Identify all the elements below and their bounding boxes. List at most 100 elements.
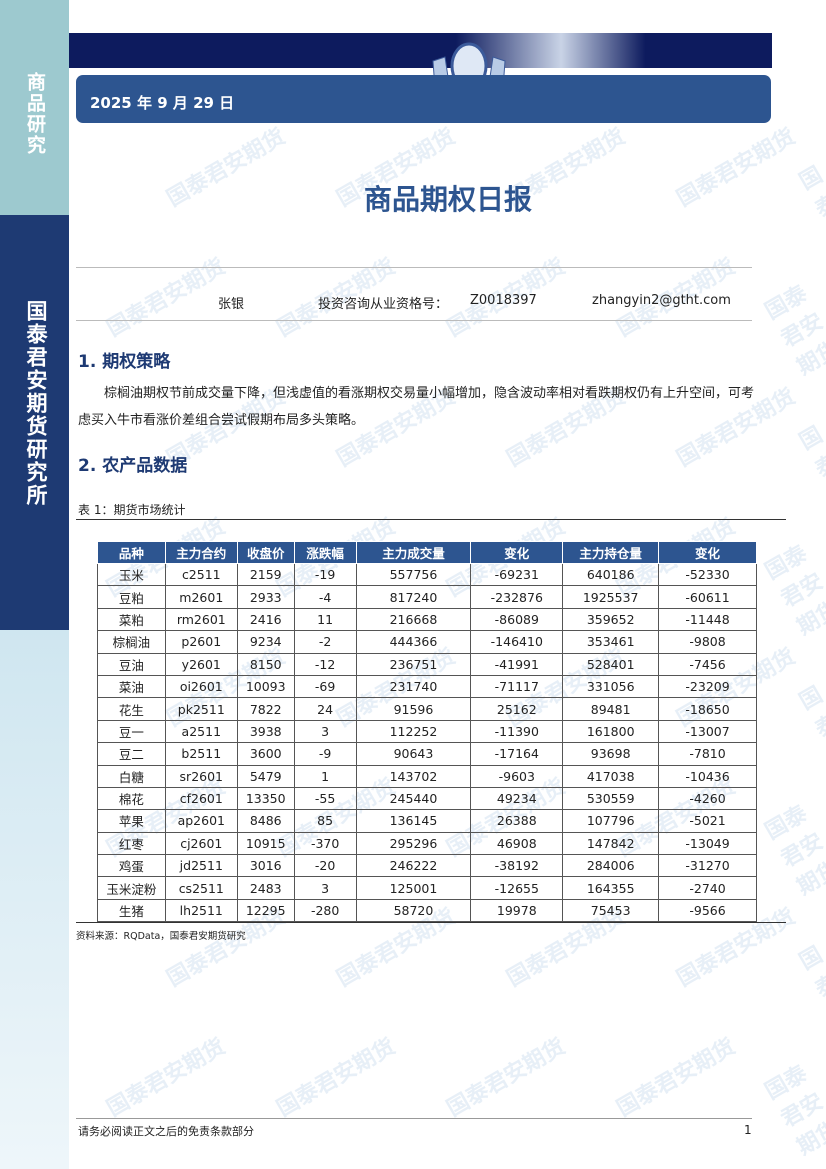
table-row: 棉花 cf2601 13350 -55 245440 49234 530559 -4260 — [97, 786, 757, 811]
table-cell: 19978 — [470, 898, 564, 923]
table-cell: cf2601 — [164, 786, 238, 811]
section-body: 棕榈油期权节前成交量下降，但浅虚值的看涨期权交易量小幅增加，隐含波动率相对看跌期… — [78, 386, 755, 428]
table-cell: -55 — [293, 786, 357, 811]
table-cell: 8150 — [236, 652, 295, 676]
table-cell: -4 — [293, 585, 357, 609]
table-cell: -11390 — [470, 719, 564, 744]
license-label: 投资咨询从业资格号： — [318, 297, 449, 312]
column-header: 变化 — [470, 541, 564, 564]
disclaimer-note[interactable]: 请务必阅读正文之后的免责条款部分 — [78, 1125, 254, 1138]
table-cell: 58720 — [355, 898, 472, 923]
table-cell: -20 — [293, 854, 357, 878]
table-cell: -12 — [293, 652, 357, 676]
table-cell: 菜粕 — [97, 607, 166, 632]
table-cell: 46908 — [470, 831, 564, 856]
sidebar-top — [0, 0, 69, 215]
table-cell: 25162 — [470, 697, 564, 721]
table-cell: 玉米淀粉 — [97, 876, 166, 900]
table-cell: 93698 — [562, 742, 660, 766]
table-cell: pk2511 — [164, 697, 238, 721]
table-cell: -4260 — [658, 786, 757, 811]
table-cell: 11 — [293, 607, 357, 632]
table-cell: -9566 — [658, 898, 757, 923]
table-cell: -31270 — [658, 854, 757, 878]
table-cell: 112252 — [355, 719, 472, 744]
table-cell: -18650 — [658, 697, 757, 721]
table-row: 豆一 a2511 3938 3 112252 -11390 161800 -13007 — [97, 719, 757, 744]
table-cell: 91596 — [355, 697, 472, 721]
table-cell: 菜油 — [97, 674, 166, 699]
table-cell: 284006 — [562, 854, 660, 878]
table-row: 白糖 sr2601 5479 1 143702 -9603 417038 -10436 — [97, 764, 757, 788]
table-cell: lh2511 — [164, 898, 238, 923]
table-row: 豆粕 m2601 2933 -4 817240 -232876 1925537 -60611 — [97, 585, 757, 609]
watermark: 国泰君安期货 — [761, 281, 826, 381]
table-cell: 359652 — [562, 607, 660, 632]
table-cell: 26388 — [470, 809, 564, 833]
table-cell: -370 — [293, 831, 357, 856]
table-cell: b2511 — [164, 742, 238, 766]
table-cell: 2159 — [236, 562, 295, 587]
table-cell: 236751 — [355, 652, 472, 676]
author-email[interactable]: zhangyin2@gtht.com — [592, 293, 731, 308]
table-cell: -9603 — [470, 764, 564, 788]
table-cell: -232876 — [470, 585, 564, 609]
divider — [76, 320, 752, 321]
column-header: 收盘价 — [236, 541, 295, 564]
table-cell: 1 — [293, 764, 357, 788]
table-cell: -19 — [293, 562, 357, 587]
table-cell: 生猪 — [97, 898, 166, 923]
watermark: 国泰君安期货 — [761, 541, 826, 641]
table-caption: 表 1：期货市场统计 — [78, 503, 186, 517]
table-cell: 花生 — [97, 697, 166, 721]
table-source: 资料来源：RQData，国泰君安期货研究 — [76, 931, 246, 942]
table-cell: y2601 — [164, 652, 238, 676]
table-cell: -5021 — [658, 809, 757, 833]
page-number: 1 — [744, 1123, 752, 1137]
table-cell: 331056 — [562, 674, 660, 699]
table-row: 豆油 y2601 8150 -12 236751 -41991 528401 -7456 — [97, 652, 757, 676]
table-cell: 640186 — [562, 562, 660, 587]
table-cell: 红枣 — [97, 831, 166, 856]
table-cell: 鸡蛋 — [97, 854, 166, 878]
table-cell: rm2601 — [164, 607, 238, 632]
table-cell: 530559 — [562, 786, 660, 811]
table-row: 豆二 b2511 3600 -9 90643 -17164 93698 -7810 — [97, 742, 757, 766]
table-cell: 2933 — [236, 585, 295, 609]
table-cell: 豆油 — [97, 652, 166, 676]
table-cell: p2601 — [164, 630, 238, 654]
table-cell: 9234 — [236, 630, 295, 654]
table-row: 玉米淀粉 cs2511 2483 3 125001 -12655 164355 -2740 — [97, 876, 757, 900]
table-cell: 417038 — [562, 764, 660, 788]
table-cell: 7822 — [236, 697, 295, 721]
table-cell: 49234 — [470, 786, 564, 811]
table-cell: cs2511 — [164, 876, 238, 900]
report-date: 2025 年 9 月 29 日 — [76, 75, 771, 123]
table-row: 菜油 oi2601 10093 -69 231740 -71117 331056 -23209 — [97, 674, 757, 699]
table-cell: 白糖 — [97, 764, 166, 788]
table-cell: ap2601 — [164, 809, 238, 833]
table-cell: -69231 — [470, 562, 564, 587]
table-cell: 216668 — [355, 607, 472, 632]
license-number: Z0018397 — [470, 293, 537, 308]
table-cell: -41991 — [470, 652, 564, 676]
table-cell: 3 — [293, 719, 357, 744]
table-row: 棕榈油 p2601 9234 -2 444366 -146410 353461 -9808 — [97, 630, 757, 654]
divider — [76, 267, 752, 268]
column-header: 主力合约 — [164, 541, 238, 564]
table-row: 生猪 lh2511 12295 -280 58720 19978 75453 -9566 — [97, 898, 757, 923]
table-cell: 245440 — [355, 786, 472, 811]
table-cell: -2740 — [658, 876, 757, 900]
table-cell: -7810 — [658, 742, 757, 766]
column-header: 品种 — [97, 541, 166, 564]
table-cell: cj2601 — [164, 831, 238, 856]
table-cell: 444366 — [355, 630, 472, 654]
table-cell: -17164 — [470, 742, 564, 766]
table-row: 玉米 c2511 2159 -19 557756 -69231 640186 -52330 — [97, 562, 757, 587]
column-header: 主力持仓量 — [562, 541, 660, 564]
table-cell: 13350 — [236, 786, 295, 811]
table-cell: -10436 — [658, 764, 757, 788]
table-row: 花生 pk2511 7822 24 91596 25162 89481 -18650 — [97, 697, 757, 721]
table-cell: 3016 — [236, 854, 295, 878]
table-cell: 147842 — [562, 831, 660, 856]
